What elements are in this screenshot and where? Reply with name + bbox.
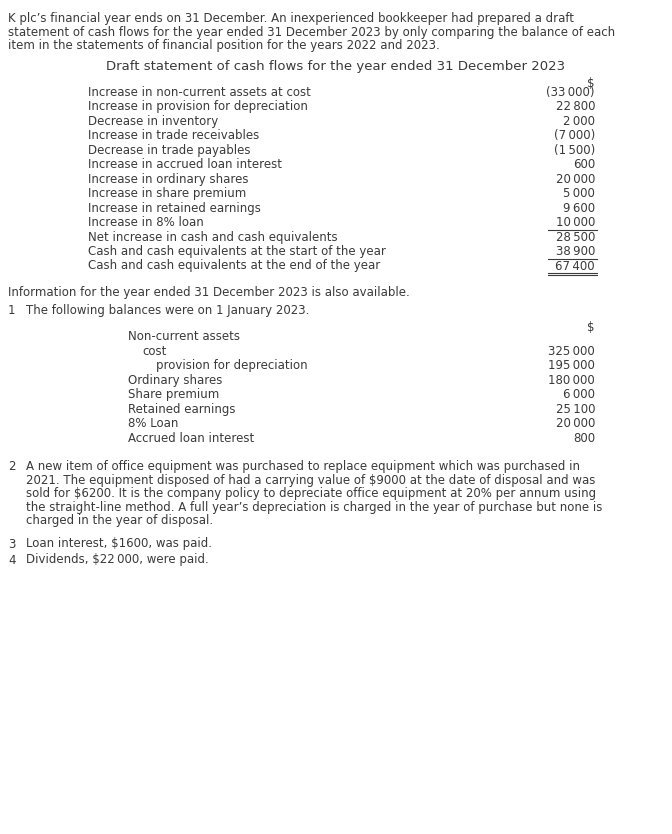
Text: (7 000): (7 000): [554, 129, 595, 142]
Text: 3: 3: [8, 537, 15, 550]
Text: the straight-line method. A full year’s depreciation is charged in the year of p: the straight-line method. A full year’s …: [26, 500, 602, 514]
Text: 25 100: 25 100: [556, 403, 595, 415]
Text: 195 000: 195 000: [548, 359, 595, 372]
Text: $: $: [587, 77, 595, 89]
Text: (1 500): (1 500): [554, 143, 595, 157]
Text: (33 000): (33 000): [546, 86, 595, 98]
Text: Increase in non-current assets at cost: Increase in non-current assets at cost: [88, 86, 311, 98]
Text: Increase in share premium: Increase in share premium: [88, 187, 246, 200]
Text: item in the statements of financial position for the years 2022 and 2023.: item in the statements of financial posi…: [8, 39, 439, 52]
Text: Draft statement of cash flows for the year ended 31 December 2023: Draft statement of cash flows for the ye…: [106, 59, 566, 73]
Text: The following balances were on 1 January 2023.: The following balances were on 1 January…: [26, 304, 309, 317]
Text: 8% Loan: 8% Loan: [128, 417, 178, 430]
Text: cost: cost: [142, 344, 167, 358]
Text: Information for the year ended 31 December 2023 is also available.: Information for the year ended 31 Decemb…: [8, 286, 410, 299]
Text: 5 000: 5 000: [563, 187, 595, 200]
Text: Loan interest, $1600, was paid.: Loan interest, $1600, was paid.: [26, 537, 212, 550]
Text: 600: 600: [573, 158, 595, 171]
Text: Share premium: Share premium: [128, 388, 219, 401]
Text: Non-current assets: Non-current assets: [128, 330, 240, 343]
Text: 6 000: 6 000: [563, 388, 595, 401]
Text: Decrease in inventory: Decrease in inventory: [88, 114, 218, 128]
Text: Increase in trade receivables: Increase in trade receivables: [88, 129, 259, 142]
Text: Net increase in cash and cash equivalents: Net increase in cash and cash equivalent…: [88, 230, 337, 244]
Text: Increase in retained earnings: Increase in retained earnings: [88, 202, 261, 214]
Text: Decrease in trade payables: Decrease in trade payables: [88, 143, 251, 157]
Text: 800: 800: [573, 431, 595, 445]
Text: 180 000: 180 000: [548, 374, 595, 386]
Text: 38 900: 38 900: [556, 245, 595, 258]
Text: 28 500: 28 500: [556, 230, 595, 244]
Text: 22 800: 22 800: [556, 100, 595, 113]
Text: 10 000: 10 000: [556, 216, 595, 229]
Text: Increase in ordinary shares: Increase in ordinary shares: [88, 173, 249, 185]
Text: Increase in accrued loan interest: Increase in accrued loan interest: [88, 158, 282, 171]
Text: K plc’s financial year ends on 31 December. An inexperienced bookkeeper had prep: K plc’s financial year ends on 31 Decemb…: [8, 12, 574, 25]
Text: Dividends, $22 000, were paid.: Dividends, $22 000, were paid.: [26, 554, 209, 566]
Text: Ordinary shares: Ordinary shares: [128, 374, 222, 386]
Text: 9 600: 9 600: [563, 202, 595, 214]
Text: Cash and cash equivalents at the start of the year: Cash and cash equivalents at the start o…: [88, 245, 386, 258]
Text: Increase in 8% loan: Increase in 8% loan: [88, 216, 204, 229]
Text: Retained earnings: Retained earnings: [128, 403, 235, 415]
Text: $: $: [587, 321, 595, 334]
Text: 2 000: 2 000: [563, 114, 595, 128]
Text: 20 000: 20 000: [556, 173, 595, 185]
Text: 325 000: 325 000: [548, 344, 595, 358]
Text: 4: 4: [8, 554, 15, 566]
Text: 20 000: 20 000: [556, 417, 595, 430]
Text: Increase in provision for depreciation: Increase in provision for depreciation: [88, 100, 308, 113]
Text: charged in the year of disposal.: charged in the year of disposal.: [26, 514, 213, 527]
Text: 1: 1: [8, 304, 15, 317]
Text: 2021. The equipment disposed of had a carrying value of $9000 at the date of dis: 2021. The equipment disposed of had a ca…: [26, 474, 595, 486]
Text: provision for depreciation: provision for depreciation: [156, 359, 308, 372]
Text: A new item of office equipment was purchased to replace equipment which was purc: A new item of office equipment was purch…: [26, 460, 580, 473]
Text: 67 400: 67 400: [555, 259, 595, 273]
Text: Accrued loan interest: Accrued loan interest: [128, 431, 254, 445]
Text: sold for $6200. It is the company policy to depreciate office equipment at 20% p: sold for $6200. It is the company policy…: [26, 487, 596, 500]
Text: 2: 2: [8, 460, 15, 473]
Text: Cash and cash equivalents at the end of the year: Cash and cash equivalents at the end of …: [88, 259, 380, 273]
Text: statement of cash flows for the year ended 31 December 2023 by only comparing th: statement of cash flows for the year end…: [8, 26, 615, 38]
